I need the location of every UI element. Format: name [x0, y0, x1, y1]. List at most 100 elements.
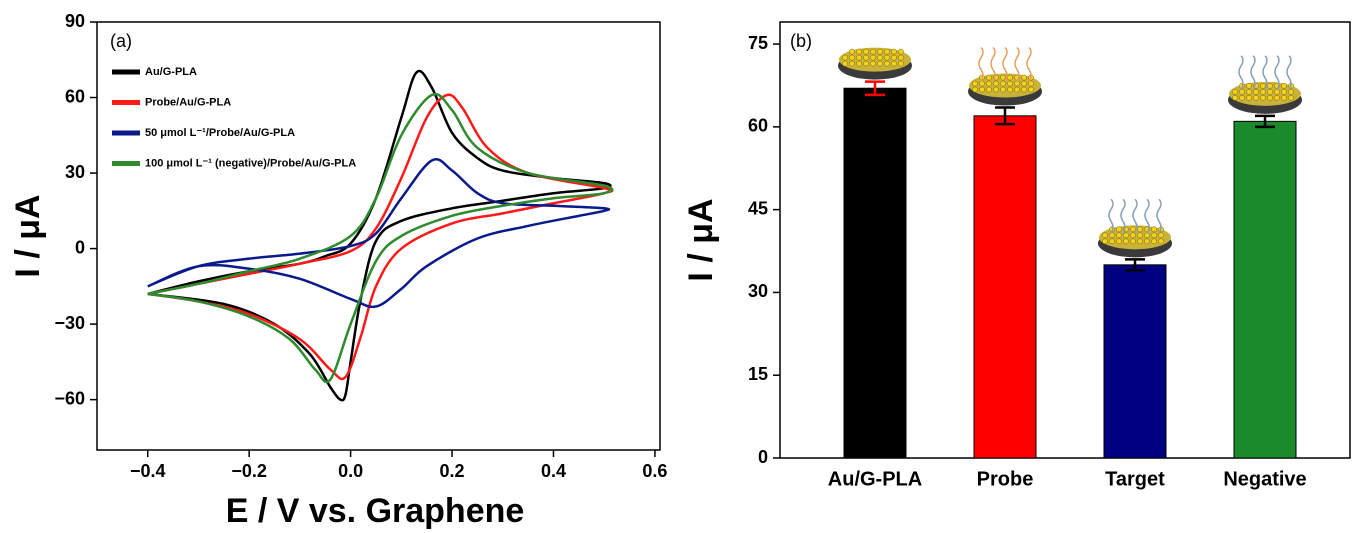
icon-particle — [993, 86, 999, 93]
icon-particle — [1102, 238, 1108, 245]
icon-particle — [1137, 238, 1143, 245]
icon-particle — [1144, 232, 1150, 239]
icon-strand — [1026, 47, 1032, 82]
icon-particle — [1130, 238, 1136, 245]
cv-curve — [147, 69, 612, 402]
icon-particle — [856, 54, 862, 61]
x-axis-label: E / V vs. Graphene — [226, 492, 525, 530]
icon-particle — [1267, 94, 1273, 101]
icon-particle — [1102, 232, 1108, 239]
panel-label: (a) — [110, 31, 132, 51]
legend-label: Probe/Au/G-PLA — [145, 96, 231, 108]
y-tick-label: 90 — [65, 11, 85, 31]
icon-particle — [1260, 82, 1266, 89]
x-tick-label: Au/G-PLA — [828, 468, 922, 490]
icon-particle — [1028, 86, 1034, 93]
cv-curve — [147, 92, 614, 384]
bar — [843, 87, 907, 459]
electrode-icon — [1098, 198, 1172, 258]
icon-particle — [1007, 86, 1013, 93]
icon-particle — [1158, 232, 1164, 239]
electrode-icon — [968, 47, 1042, 106]
icon-particle — [986, 74, 992, 81]
icon-strand — [1156, 198, 1162, 234]
icon-particle — [898, 48, 904, 55]
icon-particle — [891, 54, 897, 61]
icon-strand — [978, 47, 984, 82]
icon-particle — [870, 54, 876, 61]
icon-particle — [1232, 88, 1238, 95]
icon-particle — [863, 48, 869, 55]
icon-particle — [972, 80, 978, 87]
x-tick-label: −0.2 — [231, 461, 267, 481]
icon-particle — [863, 60, 869, 67]
icon-particle — [1151, 238, 1157, 245]
y-tick-label: 30 — [65, 162, 85, 182]
error-bar — [1255, 114, 1275, 129]
icon-particle — [972, 86, 978, 93]
y-tick-label: 30 — [748, 281, 768, 301]
cv-curve — [147, 158, 611, 309]
icon-strand — [1262, 55, 1268, 91]
y-tick-label: 45 — [748, 198, 768, 218]
y-tick-label: −30 — [54, 313, 85, 333]
icon-particle — [986, 86, 992, 93]
x-tick-label: 0.0 — [338, 461, 363, 481]
icon-particle — [1232, 94, 1238, 101]
bar — [1233, 120, 1297, 459]
icon-particle — [1281, 82, 1287, 89]
icon-strand — [1144, 198, 1150, 234]
icon-strand — [1002, 47, 1008, 82]
icon-particle — [1000, 86, 1006, 93]
icon-particle — [1239, 88, 1245, 95]
icon-particle — [1137, 226, 1143, 233]
icon-particle — [1007, 74, 1013, 81]
x-tick-label: 0.6 — [642, 461, 667, 481]
icon-particle — [877, 54, 883, 61]
icon-particle — [884, 60, 890, 67]
icon-particle — [1246, 88, 1252, 95]
icon-particle — [870, 60, 876, 67]
icon-particle — [1151, 232, 1157, 239]
icon-strand — [1014, 47, 1020, 82]
frame-b — [779, 21, 1351, 459]
icon-particle — [1000, 74, 1006, 81]
icon-particle — [1260, 88, 1266, 95]
icon-particle — [849, 54, 855, 61]
icon-particle — [1281, 94, 1287, 101]
y-axis-label: I / μA — [682, 198, 720, 281]
y-tick-label: 60 — [748, 116, 768, 136]
error-bar — [1125, 258, 1145, 272]
icon-particle — [849, 48, 855, 55]
icon-particle — [1246, 82, 1252, 89]
icon-particle — [1130, 226, 1136, 233]
frame-a — [96, 21, 661, 451]
icon-particle — [1123, 238, 1129, 245]
icon-particle — [1288, 94, 1294, 101]
icon-particle — [1281, 88, 1287, 95]
icon-particle — [1000, 80, 1006, 87]
icon-particle — [1239, 94, 1245, 101]
icon-particle — [1014, 86, 1020, 93]
icon-strand — [990, 47, 996, 82]
icon-particle — [986, 80, 992, 87]
icon-particle — [884, 48, 890, 55]
icon-particle — [1144, 238, 1150, 245]
icon-particle — [1028, 80, 1034, 87]
icon-particle — [863, 54, 869, 61]
error-bar — [995, 106, 1015, 126]
icon-particle — [1274, 94, 1280, 101]
x-tick-label: 0.2 — [440, 461, 465, 481]
icon-particle — [1288, 88, 1294, 95]
icon-particle — [1151, 226, 1157, 233]
icon-strand — [1120, 198, 1126, 234]
icon-particle — [1253, 94, 1259, 101]
error-bar — [865, 80, 885, 97]
icon-particle — [1021, 80, 1027, 87]
electrode-icon — [838, 47, 912, 80]
x-tick-label: Probe — [977, 468, 1034, 490]
icon-particle — [856, 60, 862, 67]
icon-particle — [1014, 80, 1020, 87]
